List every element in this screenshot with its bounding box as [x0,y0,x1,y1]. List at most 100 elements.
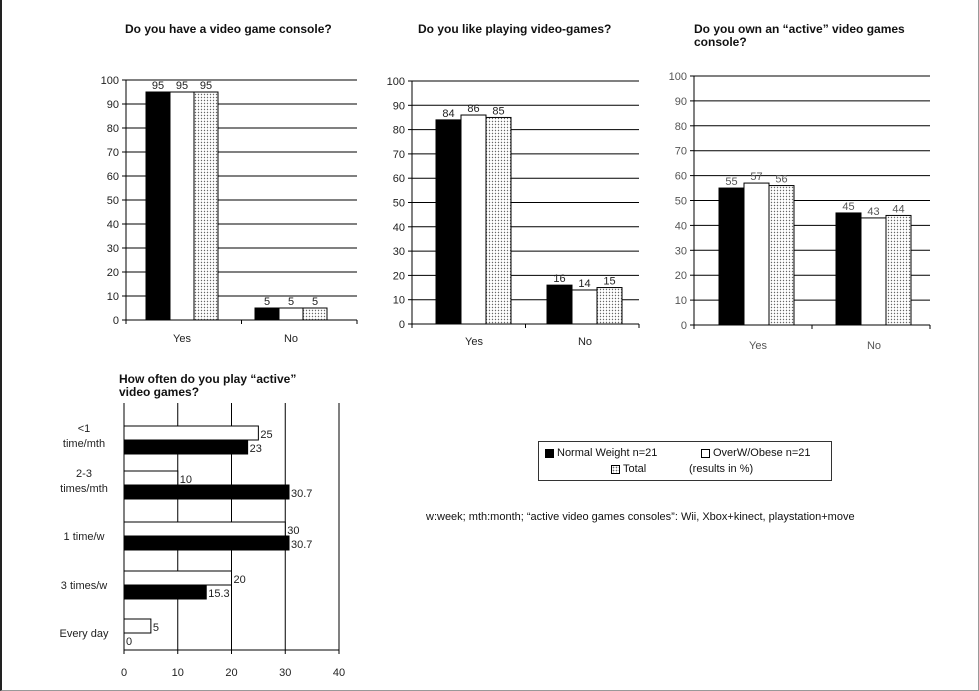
chart2-y-tick-label: 60 [393,173,405,185]
chart2-data-label: 14 [578,278,590,290]
chart2-bar-no-series2 [571,289,598,325]
chart3-y-tick-label: 100 [669,71,687,83]
chart2-data-label: 16 [553,273,565,285]
chart4-data-label: 15.3 [208,588,229,600]
chart4-category-label: <1 [78,423,91,435]
chart2-data-label: 85 [492,105,504,117]
chart1-bar-no-series1 [254,307,280,321]
chart2-bar-yes-series1 [435,119,462,325]
chart1-y-tick-label: 60 [107,171,119,183]
chart4-bar-4-series1 [123,618,152,634]
chart4-bar-0-series2 [123,439,249,455]
chart2-y-tick-label: 0 [399,319,405,331]
chart4-bar-0-series1 [123,425,259,441]
chart4-category-label: 2-3 [76,468,92,480]
chart3-y-tick-label: 0 [681,320,687,332]
chart1-y-tick-label: 30 [107,243,119,255]
chart1-category-label: Yes [173,333,191,345]
chart4-bar-3-series1 [123,570,232,586]
chart4-bar-1-series2 [123,484,290,500]
chart3-y-tick-label: 70 [675,146,687,158]
chart3-bar-no-series1 [835,212,862,326]
chart1-bar-no-series2 [278,307,304,321]
chart4-data-label: 30 [287,525,299,537]
chart4-category-label: Every day [60,628,109,640]
chart1-y-tick-label: 50 [107,195,119,207]
chart4-x-tick-label: 20 [225,667,237,679]
chart4-x-tick-label: 40 [333,667,345,679]
chart4-category-label: time/mth [63,438,105,450]
chart3-bar-no-series2 [860,217,887,326]
chart3-y-tick-label: 90 [675,96,687,108]
chart1-data-label: 5 [288,296,294,308]
chart4-category-label: times/mth [60,483,108,495]
chart4-data-label: 30.7 [291,488,312,500]
chart2-data-label: 86 [467,103,479,115]
chart3-y-tick-label: 50 [675,196,687,208]
chart2-bar-no-series3 [596,287,623,325]
legend-label-overweight-obese: OverW/Obese n=21 [713,447,811,459]
chart3-bar-no-series3 [885,214,912,326]
chart1-y-tick-label: 10 [107,291,119,303]
chart1-y-tick-label: 0 [113,315,119,327]
chart4-data-label: 30.7 [291,539,312,551]
chart3-y-tick-label: 60 [675,171,687,183]
legend-item-total: Total [611,463,646,475]
chart1-y-tick-label: 20 [107,267,119,279]
chart4-bar-2-series2 [123,535,290,551]
chart4-x-tick-label: 0 [121,667,127,679]
chart1-data-label: 95 [176,80,188,92]
chart2-y-tick-label: 30 [393,246,405,258]
chart2-y-tick-label: 40 [393,222,405,234]
chart2-bar-yes-series3 [485,116,512,325]
chart3-data-label: 57 [750,171,762,183]
legend-note: (results in %) [689,463,754,475]
chart3-category-label: No [867,340,881,352]
chart3-data-label: 45 [842,201,854,213]
chart4-title: video games? [119,385,199,399]
legend-label-total: Total [623,463,647,475]
chart3-bar-yes-series3 [768,185,795,326]
chart2-y-tick-label: 20 [393,270,405,282]
chart4-title: How often do you play “active” [119,372,296,386]
chart1-y-tick-label: 40 [107,219,119,231]
chart3-y-tick-label: 40 [675,220,687,232]
chart1-bar-no-series3 [302,307,328,321]
chart1-category-label: No [284,333,298,345]
chart3-data-label: 43 [867,206,879,218]
chart1-y-tick-label: 70 [107,147,119,159]
chart1-data-label: 5 [312,296,318,308]
chart3-y-tick-label: 80 [675,121,687,133]
chart4-x-tick-label: 10 [172,667,184,679]
chart3-bar-yes-series2 [743,182,770,326]
chart1-bar-yes-series2 [169,91,195,321]
chart1-bar-yes-series1 [145,91,171,321]
chart2-y-tick-label: 10 [393,295,405,307]
chart3-y-tick-label: 30 [675,245,687,257]
chart2-title: Do you like playing video-games? [418,22,611,36]
legend-label-normal-weight: Normal Weight n=21 [557,447,658,459]
chart4-bar-2-series1 [123,521,286,537]
legend-swatch-dotted [611,464,620,474]
chart4-data-label: 25 [260,429,272,441]
chart3-title: console? [694,35,747,49]
chart2-bar-yes-series2 [460,114,487,325]
chart1-y-tick-label: 100 [101,75,119,87]
chart1-y-tick-label: 80 [107,123,119,135]
legend-swatch-white [701,448,710,458]
chart4-data-label: 20 [234,574,246,586]
chart3-title: Do you own an “active” video games [694,22,905,36]
legend-item-overweight-obese: OverW/Obese n=21 [701,447,811,459]
legend-swatch-black [545,448,554,458]
chart1-title: Do you have a video game console? [125,22,332,36]
chart1-data-label: 95 [200,80,212,92]
chart4-bar-3-series2 [123,584,207,600]
chart1-y-tick-label: 90 [107,99,119,111]
chart3-data-label: 44 [892,203,904,215]
chart2-category-label: No [578,336,592,348]
chart2-data-label: 84 [442,108,454,120]
chart3-bar-yes-series1 [718,187,745,326]
chart1-data-label: 95 [152,80,164,92]
